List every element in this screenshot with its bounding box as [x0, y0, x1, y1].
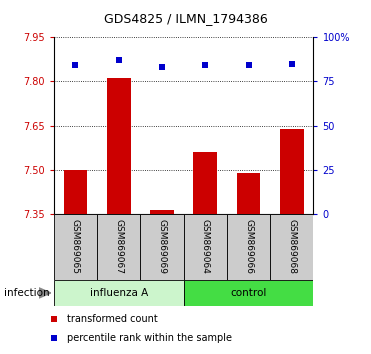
Point	[289, 61, 295, 67]
Point	[51, 336, 57, 341]
Point	[202, 63, 208, 68]
Bar	[280, 129, 304, 214]
Bar	[140, 214, 184, 280]
Bar	[63, 170, 87, 214]
Bar	[184, 214, 227, 280]
Bar	[193, 152, 217, 214]
Bar	[54, 214, 97, 280]
Text: control: control	[230, 288, 267, 298]
Point	[159, 64, 165, 70]
Text: GSM869068: GSM869068	[288, 219, 296, 274]
Text: GSM869066: GSM869066	[244, 219, 253, 274]
Bar	[97, 214, 140, 280]
Bar	[107, 79, 131, 214]
Point	[246, 63, 252, 68]
Bar	[270, 214, 313, 280]
Text: GSM869064: GSM869064	[201, 219, 210, 274]
Point	[72, 63, 78, 68]
Bar	[184, 280, 313, 306]
Text: influenza A: influenza A	[89, 288, 148, 298]
Text: infection: infection	[4, 288, 49, 298]
Text: transformed count: transformed count	[67, 314, 158, 324]
Text: GSM869067: GSM869067	[114, 219, 123, 274]
Bar	[54, 280, 184, 306]
Text: GDS4825 / ILMN_1794386: GDS4825 / ILMN_1794386	[104, 12, 267, 25]
Bar	[150, 210, 174, 214]
Bar	[227, 214, 270, 280]
Bar	[237, 173, 260, 214]
Point	[116, 57, 122, 63]
Text: GSM869065: GSM869065	[71, 219, 80, 274]
Text: GSM869069: GSM869069	[158, 219, 167, 274]
Polygon shape	[39, 288, 51, 298]
Point	[51, 316, 57, 322]
Text: percentile rank within the sample: percentile rank within the sample	[67, 333, 232, 343]
